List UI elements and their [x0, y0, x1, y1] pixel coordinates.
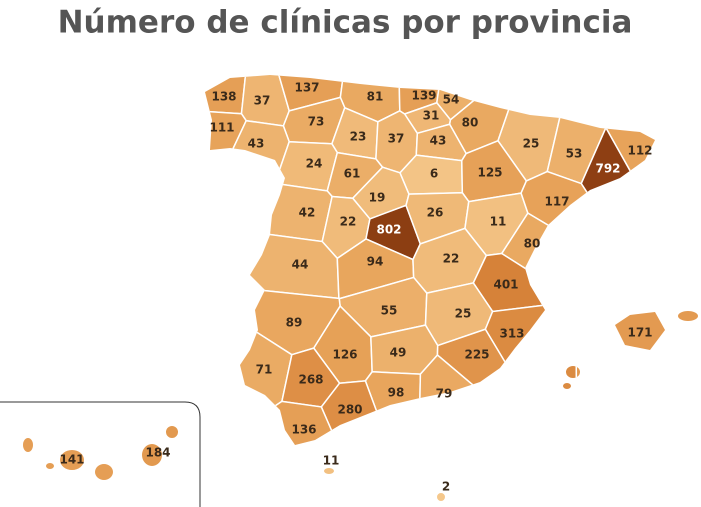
province [364, 370, 422, 456]
province-value: 401 [493, 278, 518, 292]
canarias-inset-frame [0, 401, 201, 507]
province-value: 31 [423, 109, 440, 123]
province-value: 25 [523, 137, 540, 151]
province-value: 43 [248, 137, 265, 151]
province-value: 11 [323, 454, 340, 468]
province-value: 81 [367, 90, 384, 104]
province-value: 171 [627, 326, 652, 340]
province [484, 300, 578, 454]
map-title: Número de clínicas por provincia [58, 5, 633, 41]
province-value: 71 [256, 363, 273, 377]
province-value: 11 [490, 215, 507, 229]
province [101, 266, 293, 437]
province-value: 23 [350, 130, 367, 144]
province [23, 75, 248, 115]
province [99, 271, 243, 501]
province-value: 117 [544, 195, 569, 209]
province-value: 98 [388, 386, 405, 400]
province-value: 112 [627, 144, 652, 158]
province-value: 37 [388, 132, 405, 146]
province-value: 268 [298, 373, 323, 387]
province-value: 80 [524, 237, 541, 251]
province-value: 137 [294, 81, 319, 95]
province-value: 94 [367, 255, 384, 269]
province-value: 54 [443, 93, 460, 107]
province [229, 400, 334, 501]
province [244, 431, 394, 501]
province-value: 79 [436, 387, 453, 401]
province-value: 37 [254, 94, 271, 108]
province-value: 141 [59, 453, 84, 467]
province-value: 24 [306, 157, 323, 171]
provinces [23, 75, 698, 501]
province-value: 61 [344, 167, 361, 181]
province-value: 139 [411, 89, 436, 103]
province-value: 280 [337, 403, 362, 417]
province-value: 126 [332, 348, 357, 362]
province-value: 792 [595, 162, 620, 176]
province-value: 26 [427, 206, 444, 220]
province-value: 125 [477, 166, 502, 180]
province-value: 25 [455, 307, 472, 321]
province-value: 19 [369, 191, 386, 205]
province [380, 437, 622, 501]
province-value: 111 [209, 121, 234, 135]
province-value: 22 [443, 252, 460, 266]
province-value: 138 [211, 90, 236, 104]
province-value: 2 [442, 480, 450, 494]
province-value: 89 [286, 316, 303, 330]
province-value: 53 [566, 147, 583, 161]
province-value: 6 [430, 167, 438, 181]
province-value: 73 [308, 115, 325, 129]
province-value: 184 [145, 446, 170, 460]
province-value: 313 [499, 327, 524, 341]
province-value: 43 [430, 134, 447, 148]
province-value: 42 [299, 206, 316, 220]
province [574, 241, 698, 501]
province-value: 49 [390, 346, 407, 360]
province-value: 225 [464, 348, 489, 362]
province-value: 55 [381, 304, 398, 318]
province-value: 80 [462, 116, 479, 130]
province-value: 136 [291, 423, 316, 437]
province-value: 44 [292, 258, 309, 272]
province-value: 22 [340, 215, 357, 229]
province-value: 802 [376, 223, 401, 237]
